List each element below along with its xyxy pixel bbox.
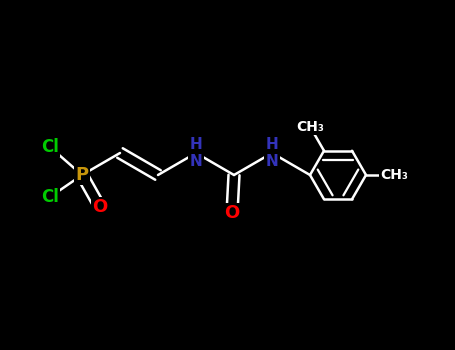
Text: H
N: H N: [190, 137, 202, 169]
Text: CH₃: CH₃: [296, 119, 324, 133]
Text: H
N: H N: [266, 137, 278, 169]
Text: P: P: [76, 166, 89, 184]
Text: CH₃: CH₃: [380, 168, 408, 182]
Text: O: O: [224, 204, 240, 222]
Text: O: O: [92, 198, 108, 216]
Text: Cl: Cl: [41, 188, 59, 206]
Text: Cl: Cl: [41, 138, 59, 156]
